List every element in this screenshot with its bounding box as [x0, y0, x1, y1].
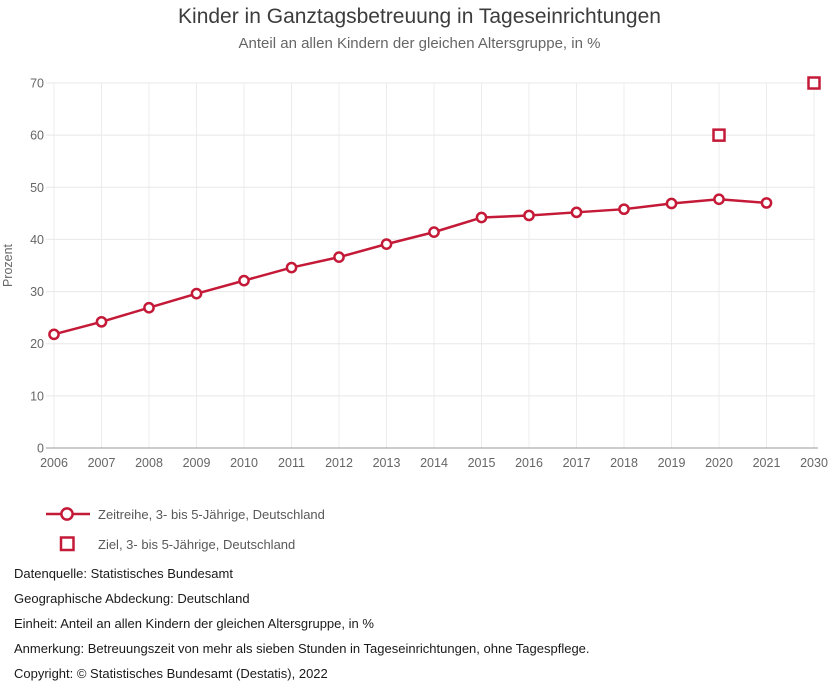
series-line	[53, 198, 767, 336]
data-point-circle	[475, 211, 488, 224]
note-einheit: Einheit: Anteil an allen Kindern der gle…	[14, 616, 374, 631]
page-title: Kinder in Ganztagsbetreuung in Tageseinr…	[178, 5, 661, 28]
note-geographische-abdeckung: Geographische Abdeckung: Deutschland	[14, 591, 250, 606]
data-point-circle	[380, 238, 393, 250]
x-tick-label: 2008	[135, 456, 163, 470]
x-tick-label: 2021	[753, 456, 781, 470]
y-tick-label: 50	[30, 181, 44, 195]
y-tick-label: 10	[30, 389, 44, 403]
note-copyright: Copyright: © Statistisches Bundesamt (De…	[14, 666, 328, 681]
y-tick-label: 60	[30, 129, 44, 143]
footer-notes: Datenquelle: Statistisches Bundesamt Geo…	[14, 561, 590, 686]
x-tick-label: 2019	[658, 456, 686, 470]
data-point-circle	[760, 197, 773, 209]
legend-label-zeitreihe: Zeitreihe, 3- bis 5-Jährige, Deutschland	[98, 506, 325, 522]
data-point-circle	[143, 301, 155, 314]
x-tick-label: 2017	[563, 456, 591, 470]
x-tick-label: 2016	[515, 456, 543, 470]
data-point-circle	[95, 315, 108, 328]
legend-label-ziel: Ziel, 3- bis 5-Jährige, Deutschland	[98, 536, 296, 552]
data-point-circle	[713, 193, 725, 206]
data-point-circle	[618, 203, 630, 216]
x-tick-label: 2015	[468, 456, 496, 470]
data-point-circle	[333, 251, 345, 264]
data-point-circle	[570, 206, 583, 219]
x-tick-label: 2013	[373, 456, 401, 470]
data-point-circle	[190, 287, 203, 300]
target-point-square	[807, 76, 821, 90]
x-tick-label: 2009	[183, 456, 211, 470]
x-tick-label: 2012	[325, 456, 353, 470]
x-tick-label: 2030	[800, 456, 828, 470]
y-axis-title: Prozent	[1, 243, 15, 287]
legend-item-zeitreihe: Zeitreihe, 3- bis 5-Jährige, Deutschland	[46, 499, 325, 529]
x-tick-label: 2010	[230, 456, 258, 470]
y-tick-label: 0	[37, 442, 44, 456]
x-tick-label: 2018	[610, 456, 638, 470]
data-point-circle	[428, 226, 440, 238]
y-tick-label: 40	[30, 233, 44, 247]
y-tick-label: 30	[30, 285, 44, 299]
target-point-square	[712, 128, 726, 142]
legend-item-ziel: Ziel, 3- bis 5-Jährige, Deutschland	[46, 529, 325, 559]
page-subtitle: Anteil an allen Kindern der gleichen Alt…	[238, 35, 601, 52]
x-tick-label: 2006	[40, 456, 68, 470]
line-circle-marker-icon	[46, 507, 90, 521]
square-marker-icon	[59, 536, 75, 552]
data-point-circle	[48, 328, 60, 341]
data-point-circle	[523, 209, 535, 222]
x-tick-label: 2007	[88, 456, 116, 470]
legend: Zeitreihe, 3- bis 5-Jährige, Deutschland…	[46, 499, 325, 559]
note-datenquelle: Datenquelle: Statistisches Bundesamt	[14, 566, 233, 581]
y-tick-label: 70	[30, 77, 44, 91]
x-tick-label: 2011	[278, 456, 305, 470]
data-point-circle	[665, 197, 678, 210]
x-tick-label: 2020	[705, 456, 733, 470]
data-point-circle	[285, 261, 298, 274]
data-point-circle	[238, 274, 250, 287]
y-tick-label: 20	[30, 337, 44, 351]
note-anmerkung: Anmerkung: Betreuungszeit von mehr als s…	[14, 641, 590, 656]
x-tick-label: 2014	[420, 456, 448, 470]
